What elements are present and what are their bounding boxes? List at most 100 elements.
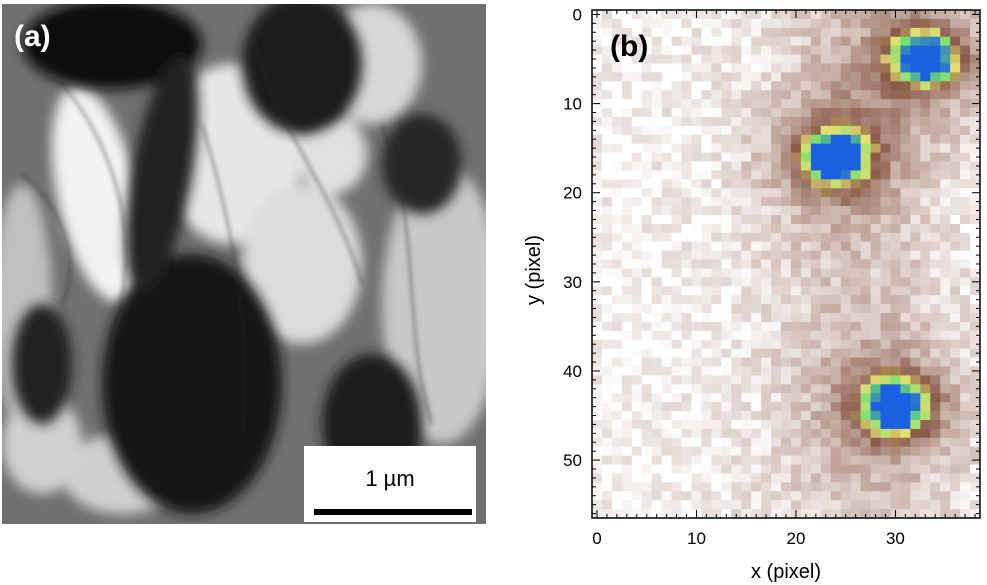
heatmap-cell — [691, 295, 701, 304]
heatmap-cell — [821, 349, 831, 358]
heatmap-cell — [652, 233, 662, 242]
heatmap-cell — [721, 447, 731, 456]
heatmap-cell — [691, 473, 701, 482]
heatmap-cell — [642, 224, 652, 233]
heatmap-cell — [682, 384, 692, 393]
heatmap-cell — [652, 117, 662, 126]
heatmap-cell — [950, 393, 960, 402]
heatmap-cell — [960, 384, 970, 393]
heatmap-cell — [711, 242, 721, 251]
heatmap-cell — [940, 126, 950, 135]
heatmap-cell — [930, 37, 940, 46]
heatmap-cell — [751, 393, 761, 402]
heatmap-cell — [861, 117, 871, 126]
heatmap-cell — [871, 277, 881, 286]
heatmap-cell — [930, 465, 940, 474]
heatmap-cell — [672, 366, 682, 375]
heatmap-cell — [672, 260, 682, 269]
heatmap-cell — [900, 358, 910, 367]
heatmap-cell — [672, 233, 682, 242]
heatmap-cell — [682, 153, 692, 162]
heatmap-cell — [861, 358, 871, 367]
heatmap-cell — [910, 197, 920, 206]
heatmap-cell — [821, 162, 831, 171]
heatmap-cell — [900, 179, 910, 188]
heatmap-cell — [602, 429, 612, 438]
heatmap-cell — [910, 491, 920, 500]
heatmap-cell — [920, 63, 930, 72]
heatmap-cell — [682, 90, 692, 99]
heatmap-cell — [632, 144, 642, 153]
heatmap-cell — [821, 206, 831, 215]
heatmap-cell — [890, 46, 900, 55]
heatmap-cell — [801, 411, 811, 420]
heatmap-cell — [920, 456, 930, 465]
heatmap-cell — [721, 286, 731, 295]
heatmap-cell — [890, 153, 900, 162]
heatmap-cell — [711, 349, 721, 358]
heatmap-cell — [881, 491, 891, 500]
heatmap-cell — [771, 295, 781, 304]
heatmap-cell — [841, 81, 851, 90]
heatmap-cell — [691, 55, 701, 64]
heatmap-cell — [771, 224, 781, 233]
heatmap-cell — [940, 37, 950, 46]
heatmap-cell — [811, 286, 821, 295]
heatmap-cell — [821, 153, 831, 162]
heatmap-cell — [682, 99, 692, 108]
heatmap-cell — [861, 19, 871, 28]
heatmap-cell — [711, 366, 721, 375]
heatmap-cell — [930, 482, 940, 491]
heatmap-cell — [900, 331, 910, 340]
heatmap-cell — [851, 349, 861, 358]
heatmap-cell — [632, 473, 642, 482]
heatmap-cell — [682, 55, 692, 64]
heatmap-cell — [612, 277, 622, 286]
heatmap-cell — [642, 340, 652, 349]
heatmap-cell — [841, 90, 851, 99]
heatmap-cell — [771, 99, 781, 108]
heatmap-cell — [791, 162, 801, 171]
heatmap-cell — [662, 277, 672, 286]
heatmap-cell — [851, 37, 861, 46]
heatmap-cell — [781, 447, 791, 456]
heatmap-cell — [652, 126, 662, 135]
heatmap-cell — [890, 162, 900, 171]
heatmap-cell — [821, 251, 831, 260]
heatmap-cell — [721, 81, 731, 90]
heatmap-cell — [711, 313, 721, 322]
heatmap-cell — [811, 233, 821, 242]
heatmap-cell — [682, 19, 692, 28]
heatmap-cell — [811, 295, 821, 304]
heatmap-cell — [672, 170, 682, 179]
heatmap-cell — [761, 170, 771, 179]
heatmap-cell — [841, 295, 851, 304]
heatmap-cell — [950, 313, 960, 322]
heatmap-cell — [831, 260, 841, 269]
heatmap-cell — [652, 402, 662, 411]
heatmap-cell — [781, 473, 791, 482]
heatmap-cell — [711, 456, 721, 465]
heatmap-cell — [731, 144, 741, 153]
heatmap-cell — [711, 411, 721, 420]
heatmap-cell — [900, 340, 910, 349]
heatmap-cell — [890, 304, 900, 313]
heatmap-cell — [950, 126, 960, 135]
heatmap-cell — [751, 491, 761, 500]
heatmap-cell — [741, 206, 751, 215]
heatmap-cell — [801, 108, 811, 117]
heatmap-cell — [771, 144, 781, 153]
heatmap-cell — [771, 277, 781, 286]
heatmap-cell — [831, 81, 841, 90]
heatmap-cell — [930, 46, 940, 55]
heatmap-cell — [940, 304, 950, 313]
heatmap-cell — [861, 126, 871, 135]
heatmap-cell — [662, 447, 672, 456]
heatmap-cell — [612, 384, 622, 393]
heatmap-cell — [900, 384, 910, 393]
heatmap-cell — [831, 313, 841, 322]
heatmap-cell — [662, 286, 672, 295]
heatmap-cell — [821, 242, 831, 251]
heatmap-cell — [801, 81, 811, 90]
heatmap-cell — [930, 340, 940, 349]
